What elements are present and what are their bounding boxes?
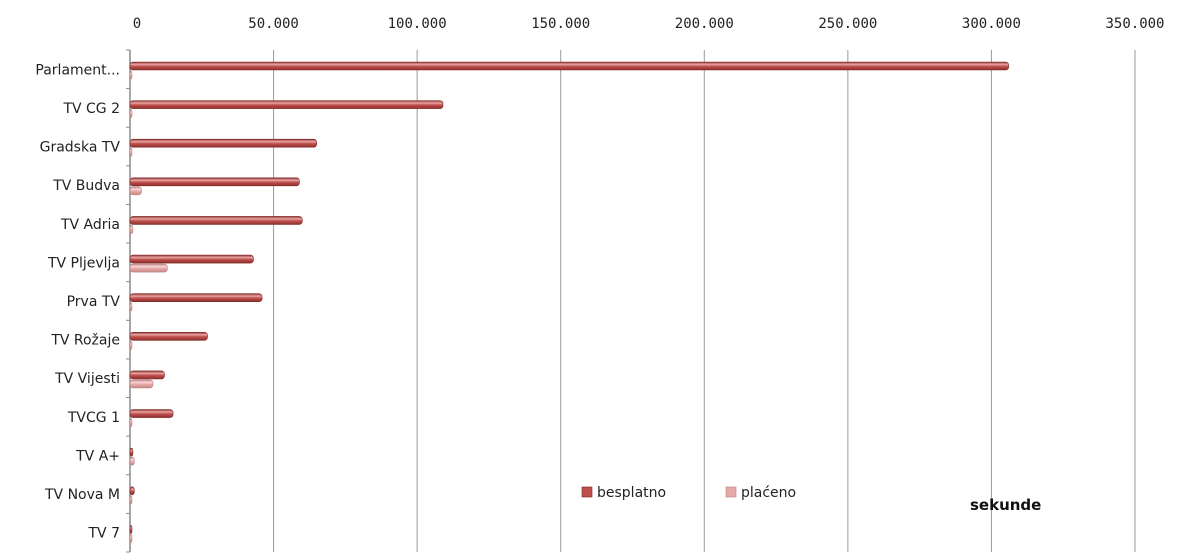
legend-label-placeno: plaćeno — [741, 485, 796, 501]
legend-swatch-besplatno — [581, 486, 593, 498]
bar-placeno-tv-nova-m — [129, 495, 133, 505]
category-label-tv-cg-2: TV CG 2 — [62, 101, 120, 117]
bar-placeno-tv-budva — [129, 186, 142, 196]
bar-placeno-tv-adria — [129, 225, 134, 234]
bar-besplatno-prva-tv — [129, 293, 263, 302]
category-label-tv-pljevlja: TV Pljevlja — [47, 255, 120, 271]
bar-besplatno-tv-budva — [129, 177, 300, 187]
bar-placeno-tv-7 — [129, 534, 133, 543]
bar-placeno-tvcg-1 — [129, 418, 133, 427]
category-label-tv-a: TV A+ — [75, 448, 120, 464]
x-tick-label-2: 100.000 — [388, 16, 447, 32]
category-label-tvcg-1: TVCG 1 — [67, 410, 120, 426]
bar-placeno-tv-pljevlja — [129, 263, 168, 273]
x-tick-label-0: 0 — [133, 16, 141, 32]
x-tick-label-7: 350.000 — [1105, 16, 1164, 32]
category-label-gradska-tv: Gradska TV — [40, 140, 121, 156]
x-tick-label-3: 150.000 — [531, 16, 590, 32]
unit-label: sekunde — [970, 496, 1041, 514]
bar-besplatno-tv-vijesti — [129, 370, 165, 380]
x-tick-label-4: 200.000 — [675, 16, 734, 32]
bar-placeno-tv-cg-2 — [129, 109, 133, 118]
bar-placeno-gradska-tv — [129, 147, 133, 157]
bar-placeno-tv-a — [129, 456, 135, 466]
bars-layer — [129, 61, 1009, 543]
category-label-tv-adria: TV Adria — [60, 217, 120, 233]
bar-besplatno-tv-7 — [129, 525, 133, 534]
bar-besplatno-tvcg-1 — [129, 409, 174, 418]
category-label-parlament: Parlament... — [35, 62, 120, 78]
category-label-prva-tv: Prva TV — [67, 294, 121, 310]
x-tick-label-1: 50.000 — [248, 16, 299, 32]
bar-besplatno-tv-nova-m — [129, 486, 135, 496]
bar-besplatno-tv-rozaje — [129, 332, 208, 341]
bar-besplatno-tv-adria — [129, 216, 303, 225]
category-label-tv-nova-m: TV Nova M — [44, 487, 120, 503]
legend-swatch-placeno — [725, 486, 737, 498]
grid-layer — [126, 49, 1136, 553]
x-tick-label-6: 300.000 — [962, 16, 1021, 32]
bar-besplatno-tv-cg-2 — [129, 100, 444, 109]
legend-label-besplatno: besplatno — [597, 485, 666, 501]
category-label-tv-vijesti: TV Vijesti — [54, 371, 120, 387]
legend: besplatno plaćeno — [581, 485, 796, 501]
category-label-tv-rozaje: TV Rožaje — [50, 333, 120, 349]
bar-placeno-tv-rozaje — [129, 341, 133, 350]
category-labels: Parlament... TV CG 2 Gradska TV TV Budva TV … — [35, 62, 120, 541]
bar-besplatno-tv-a — [129, 447, 134, 457]
bar-placeno-prva-tv — [129, 302, 133, 311]
bar-placeno-tv-vijesti — [129, 379, 154, 389]
x-tick-label-5: 250.000 — [818, 16, 877, 32]
x-tick-labels: 0 50.000 100.000 150.000 200.000 250.000 300.0… — [133, 16, 1165, 32]
category-label-tv-budva: TV Budva — [52, 178, 120, 194]
bar-besplatno-tv-pljevlja — [129, 254, 254, 264]
bar-placeno-parlament — [129, 70, 133, 80]
bar-besplatno-parlament — [129, 61, 1009, 71]
bar-besplatno-gradska-tv — [129, 138, 317, 148]
category-label-tv-7: TV 7 — [88, 526, 121, 542]
